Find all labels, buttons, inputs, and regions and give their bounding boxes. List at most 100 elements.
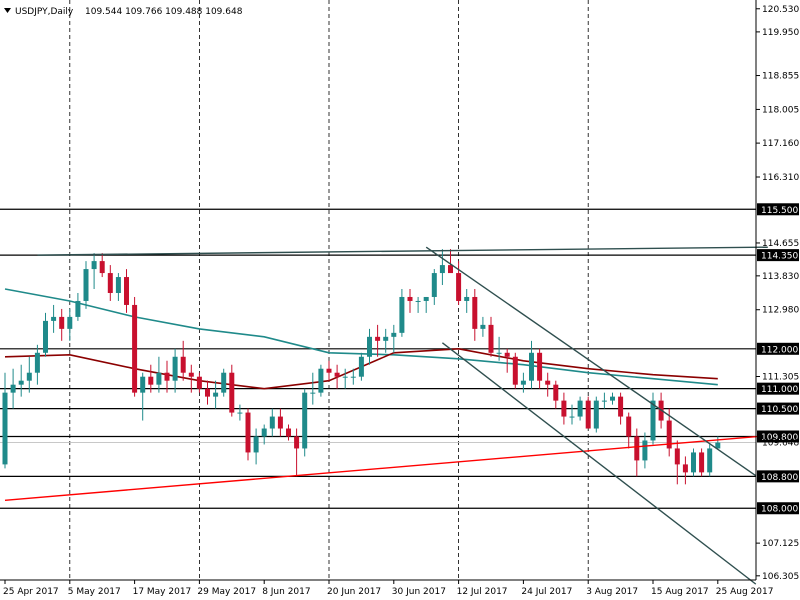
chart-title: USDJPY,Daily 109.544 109.766 109.488 109… xyxy=(4,7,243,17)
time-tick-label: 29 May 2017 xyxy=(197,587,256,597)
candle-body xyxy=(188,372,194,377)
candle-body xyxy=(472,296,478,329)
candle-body xyxy=(277,416,283,429)
candle-body xyxy=(75,300,81,317)
time-tick-label: 12 Jul 2017 xyxy=(457,587,508,597)
candle-body xyxy=(51,316,57,321)
candle-body xyxy=(626,416,632,437)
candle-body xyxy=(34,352,40,373)
price-tick-label: 113.830 xyxy=(762,272,799,282)
symbol-label: USDJPY,Daily xyxy=(15,7,74,17)
candle-body xyxy=(83,269,89,301)
level-label-box xyxy=(757,502,799,515)
price-axis: 120.530 119.950 118.855 118.005 117.160 116.3… xyxy=(756,5,799,582)
candle-body xyxy=(593,400,599,429)
candle-body xyxy=(431,273,437,297)
level-label: 111.000 xyxy=(761,385,798,395)
candle-body xyxy=(18,380,24,385)
time-axis: 25 Apr 2017 5 May 2017 17 May 2017 29 May 2… xyxy=(3,580,773,597)
time-tick-label: 24 Jul 2017 xyxy=(521,587,572,597)
candle-body xyxy=(439,265,445,274)
candle-body xyxy=(286,428,291,437)
candle-body xyxy=(448,265,453,274)
time-tick-label: 25 Apr 2017 xyxy=(3,587,59,597)
candle-body xyxy=(253,436,259,453)
candle-body xyxy=(26,372,32,381)
candle-body xyxy=(561,400,567,417)
candle-body xyxy=(205,388,210,397)
candle-body xyxy=(213,392,219,397)
candle-body xyxy=(140,376,146,393)
candle-body xyxy=(399,296,405,333)
candle-body xyxy=(43,320,48,353)
candle-body xyxy=(456,273,462,301)
candle-body xyxy=(699,452,705,473)
price-tick-label: 111.305 xyxy=(762,373,799,383)
candle-body xyxy=(261,428,267,437)
level-label-box xyxy=(757,342,799,355)
candle-body xyxy=(545,380,551,385)
time-tick-label: 5 May 2017 xyxy=(68,587,121,597)
time-tick-label: 20 Jun 2017 xyxy=(327,587,381,597)
candle-body xyxy=(496,352,502,354)
candle-body xyxy=(132,304,138,393)
price-tick-label: 118.855 xyxy=(762,72,799,82)
candle-body xyxy=(334,372,340,377)
candle-body xyxy=(245,412,251,453)
candle-body xyxy=(537,352,543,381)
level-label: 112.000 xyxy=(761,345,798,355)
candle-body xyxy=(2,392,8,465)
trendline xyxy=(441,342,757,585)
trendlines xyxy=(4,246,768,585)
time-tick-label: 30 Jun 2017 xyxy=(392,587,446,597)
trendline xyxy=(37,246,768,256)
candle-body xyxy=(682,464,688,473)
candle-body xyxy=(553,384,559,401)
candle-body xyxy=(99,261,105,274)
price-tick-label: 116.310 xyxy=(762,173,799,183)
candle-body xyxy=(650,400,656,441)
candle-body xyxy=(569,416,575,418)
level-label: 110.500 xyxy=(761,405,798,415)
candle-body xyxy=(180,356,186,373)
candle-body xyxy=(148,376,154,385)
level-label-box xyxy=(757,430,799,443)
candle-body xyxy=(391,332,397,337)
candle-body xyxy=(342,376,348,378)
time-tick-label: 25 Aug 2017 xyxy=(716,587,774,597)
price-tick-label: 112.980 xyxy=(762,306,799,316)
price-tick-label: 120.530 xyxy=(762,5,799,15)
candle-body xyxy=(59,316,65,329)
candle-body xyxy=(172,356,178,381)
candle-body xyxy=(674,448,680,465)
candle-body xyxy=(618,396,624,417)
candle-body xyxy=(601,400,607,402)
candle-body xyxy=(577,400,583,417)
level-label: 108.800 xyxy=(761,473,798,483)
candle-body xyxy=(488,324,494,353)
price-tick-label: 119.950 xyxy=(762,28,799,38)
candle-body xyxy=(715,442,721,449)
level-label: 109.800 xyxy=(761,433,798,443)
candle-body xyxy=(229,372,235,413)
candle-body xyxy=(529,352,534,381)
candle-body xyxy=(269,416,275,429)
dropdown-triangle-icon[interactable] xyxy=(4,8,11,13)
candle-body xyxy=(237,412,243,414)
level-label: 114.350 xyxy=(761,252,798,262)
level-label: 108.000 xyxy=(761,505,798,515)
price-tick-label: 117.160 xyxy=(762,139,799,149)
candle-body xyxy=(115,277,121,293)
candle-body xyxy=(10,384,16,393)
candle-body xyxy=(302,392,308,449)
candle-body xyxy=(512,356,518,385)
candle-body xyxy=(375,336,381,341)
candle-body xyxy=(67,316,73,329)
price-tick-label: 107.125 xyxy=(762,539,799,549)
level-label-box xyxy=(757,382,799,395)
candle-body xyxy=(407,296,413,301)
time-tick-label: 3 Aug 2017 xyxy=(586,587,638,597)
price-tick-label: 114.655 xyxy=(762,239,799,249)
level-label-box xyxy=(757,249,799,262)
